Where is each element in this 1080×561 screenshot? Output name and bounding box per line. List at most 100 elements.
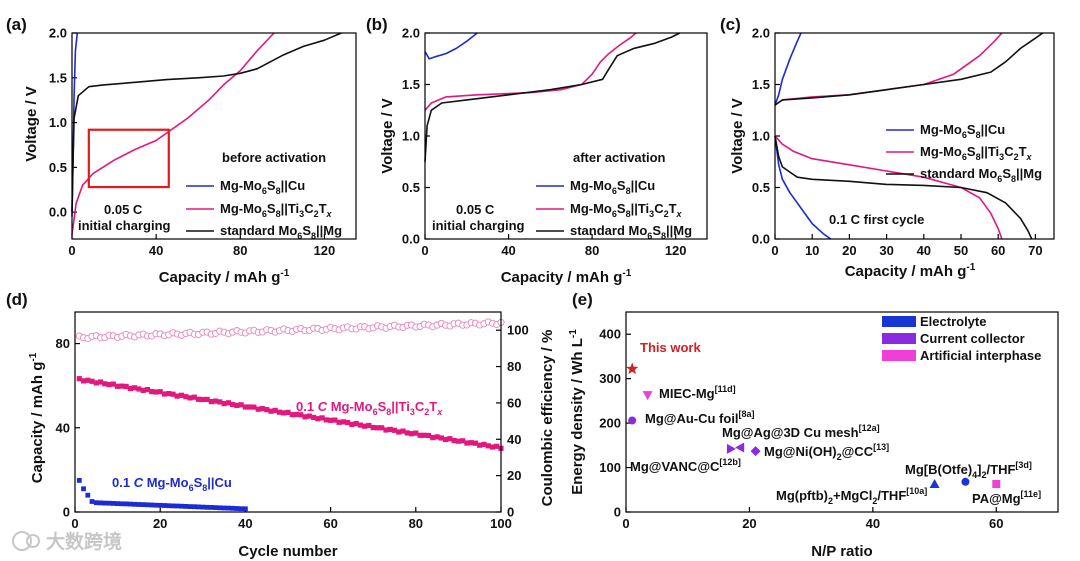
capacity-cu-point	[179, 503, 184, 509]
capacity-ti-point	[293, 411, 300, 417]
capacity-ti-point	[460, 438, 466, 444]
watermark: 大数跨境	[12, 530, 122, 553]
capacity-ti-point	[302, 414, 308, 420]
capacity-cu-point	[208, 505, 214, 510]
panel-d-ytick-right-label: 80	[507, 359, 521, 374]
capacity-ti-point	[379, 425, 385, 431]
panel-b-xtick-label: 80	[585, 243, 599, 258]
panel-c-legend-ti: Mg-Mo6S8||Ti3C2Tx	[920, 144, 1033, 162]
capacity-ti-point	[93, 380, 99, 386]
capacity-ti-point	[251, 404, 257, 410]
capacity-ti-point	[238, 402, 244, 408]
capacity-ti-point	[477, 442, 483, 448]
panel-b-ytick-label: 0.0	[402, 232, 420, 247]
capacity-cu-point	[183, 504, 189, 509]
capacity-ti-point	[174, 393, 180, 399]
capacity-cu-point	[157, 502, 163, 508]
panel-d-note-ti: 0.1 C Mg-Mo6S8||Ti3C2Tx	[296, 399, 443, 417]
panel-a-xlabel: Capacity / mAh g-1	[159, 268, 290, 286]
capacity-cu-point	[136, 502, 142, 507]
marker-this-work	[626, 362, 639, 375]
panel-b-note-activation: after activation	[573, 150, 666, 165]
capacity-ti-point	[264, 407, 270, 413]
capacity-ti-point	[481, 441, 487, 447]
panel-a-ytick-label: 2.0	[49, 26, 67, 41]
capacity-ti-point	[80, 378, 87, 384]
panel-b-note-charging: initial charging	[432, 218, 525, 233]
panel-c-xtick-label: 70	[1028, 243, 1042, 258]
capacity-ti-point	[430, 435, 436, 441]
capacity-cu-point	[93, 500, 99, 506]
capacity-cu-point	[102, 500, 108, 506]
capacity-cu-point	[234, 506, 240, 511]
capacity-ti-point	[494, 443, 500, 449]
capacity-ti-point	[183, 394, 189, 400]
capacity-ti-point	[259, 406, 265, 412]
panel-c-xtick-label: 40	[917, 243, 931, 258]
capacity-ti-point	[345, 419, 351, 426]
panel-b-series-cu-line	[424, 32, 478, 60]
capacity-ti-point	[374, 425, 381, 431]
capacity-ti-point	[370, 425, 376, 431]
capacity-ti-point	[472, 440, 478, 446]
capacity-ti-point	[336, 419, 342, 425]
capacity-ti-point	[319, 415, 325, 421]
label-this-work: This work	[640, 340, 701, 355]
panel-e-ytick-label: 300	[599, 371, 621, 386]
capacity-ti-point	[247, 404, 253, 410]
capacity-cu-point	[187, 504, 193, 509]
capacity-ti-point	[311, 414, 317, 420]
capacity-ti-point	[383, 427, 389, 433]
panel-a-frame	[71, 32, 357, 240]
panel-a-ytick-label: 1.5	[49, 70, 67, 85]
panel-b-legend-cu: Mg-Mo6S8||Cu	[570, 178, 655, 196]
capacity-ti-point	[413, 430, 419, 436]
panel-d-xtick-label: 0	[71, 516, 78, 531]
capacity-ti-point	[268, 408, 274, 414]
capacity-ti-point	[353, 421, 359, 427]
panel-e-ytick-label: 100	[599, 460, 621, 475]
capacity-cu-point	[85, 492, 91, 498]
panel-d-xtick-label: 20	[153, 516, 167, 531]
capacity-ti-point	[289, 412, 295, 418]
capacity-ti-point	[489, 444, 496, 450]
capacity-ti-point	[217, 399, 223, 405]
panel-d-ytick-right-label: 60	[507, 395, 521, 410]
panel-d-ytick-right-label: 40	[507, 432, 521, 447]
panel-a-legend-ti: Mg-Mo6S8||Ti3C2Tx	[220, 201, 333, 219]
legend-swatch-current-collector	[882, 333, 916, 344]
capacity-ti-point	[195, 396, 202, 402]
watermark-logo-ring-icon	[26, 534, 40, 548]
capacity-ti-point	[434, 434, 440, 440]
capacity-cu-point	[149, 502, 155, 508]
capacity-ti-point	[191, 394, 197, 400]
capacity-ti-point	[98, 379, 104, 385]
panel-b-legend: Mg-Mo6S8||Cu Mg-Mo6S8||Ti3C2Tx standard …	[536, 178, 692, 241]
capacity-ti-point	[178, 392, 185, 398]
panel-b-ytick-label: 1.5	[402, 77, 420, 92]
capacity-ti-point	[132, 385, 138, 391]
panel-c-series-cu-line	[774, 135, 832, 240]
panel-e-ytick-label: 0	[614, 505, 621, 520]
capacity-cu-point	[217, 505, 223, 511]
panel-d-xtick-label: 40	[238, 516, 252, 531]
panel-a-series-std-line	[71, 32, 342, 213]
capacity-cu-point	[128, 501, 133, 507]
panel-b-series-ti-line	[424, 32, 637, 111]
panel-e-frame	[625, 311, 1059, 513]
capacity-ti-point	[485, 443, 491, 449]
panel-b-note-rate: 0.05 C	[456, 202, 495, 217]
capacity-ti-point	[140, 387, 146, 393]
capacity-ti-point	[421, 432, 427, 438]
label-pa-mg: PA@Mg[11e]	[972, 489, 1041, 506]
panel-e-xtick-label: 0	[622, 516, 629, 531]
capacity-cu-point	[243, 506, 248, 512]
capacity-ti-point	[136, 386, 142, 392]
panel-c-xlabel: Capacity / mAh g-1	[845, 262, 976, 280]
capacity-ti-point	[391, 427, 398, 433]
panel-a-ticks: 0 40 80 120 0.0 0.5 1.0 1.5 2.0	[49, 26, 335, 259]
capacity-ti-point	[127, 385, 133, 392]
panel-d-ytick-right-label: 20	[507, 468, 521, 483]
panel-b-frame	[424, 32, 708, 240]
capacity-ti-point	[89, 378, 95, 384]
